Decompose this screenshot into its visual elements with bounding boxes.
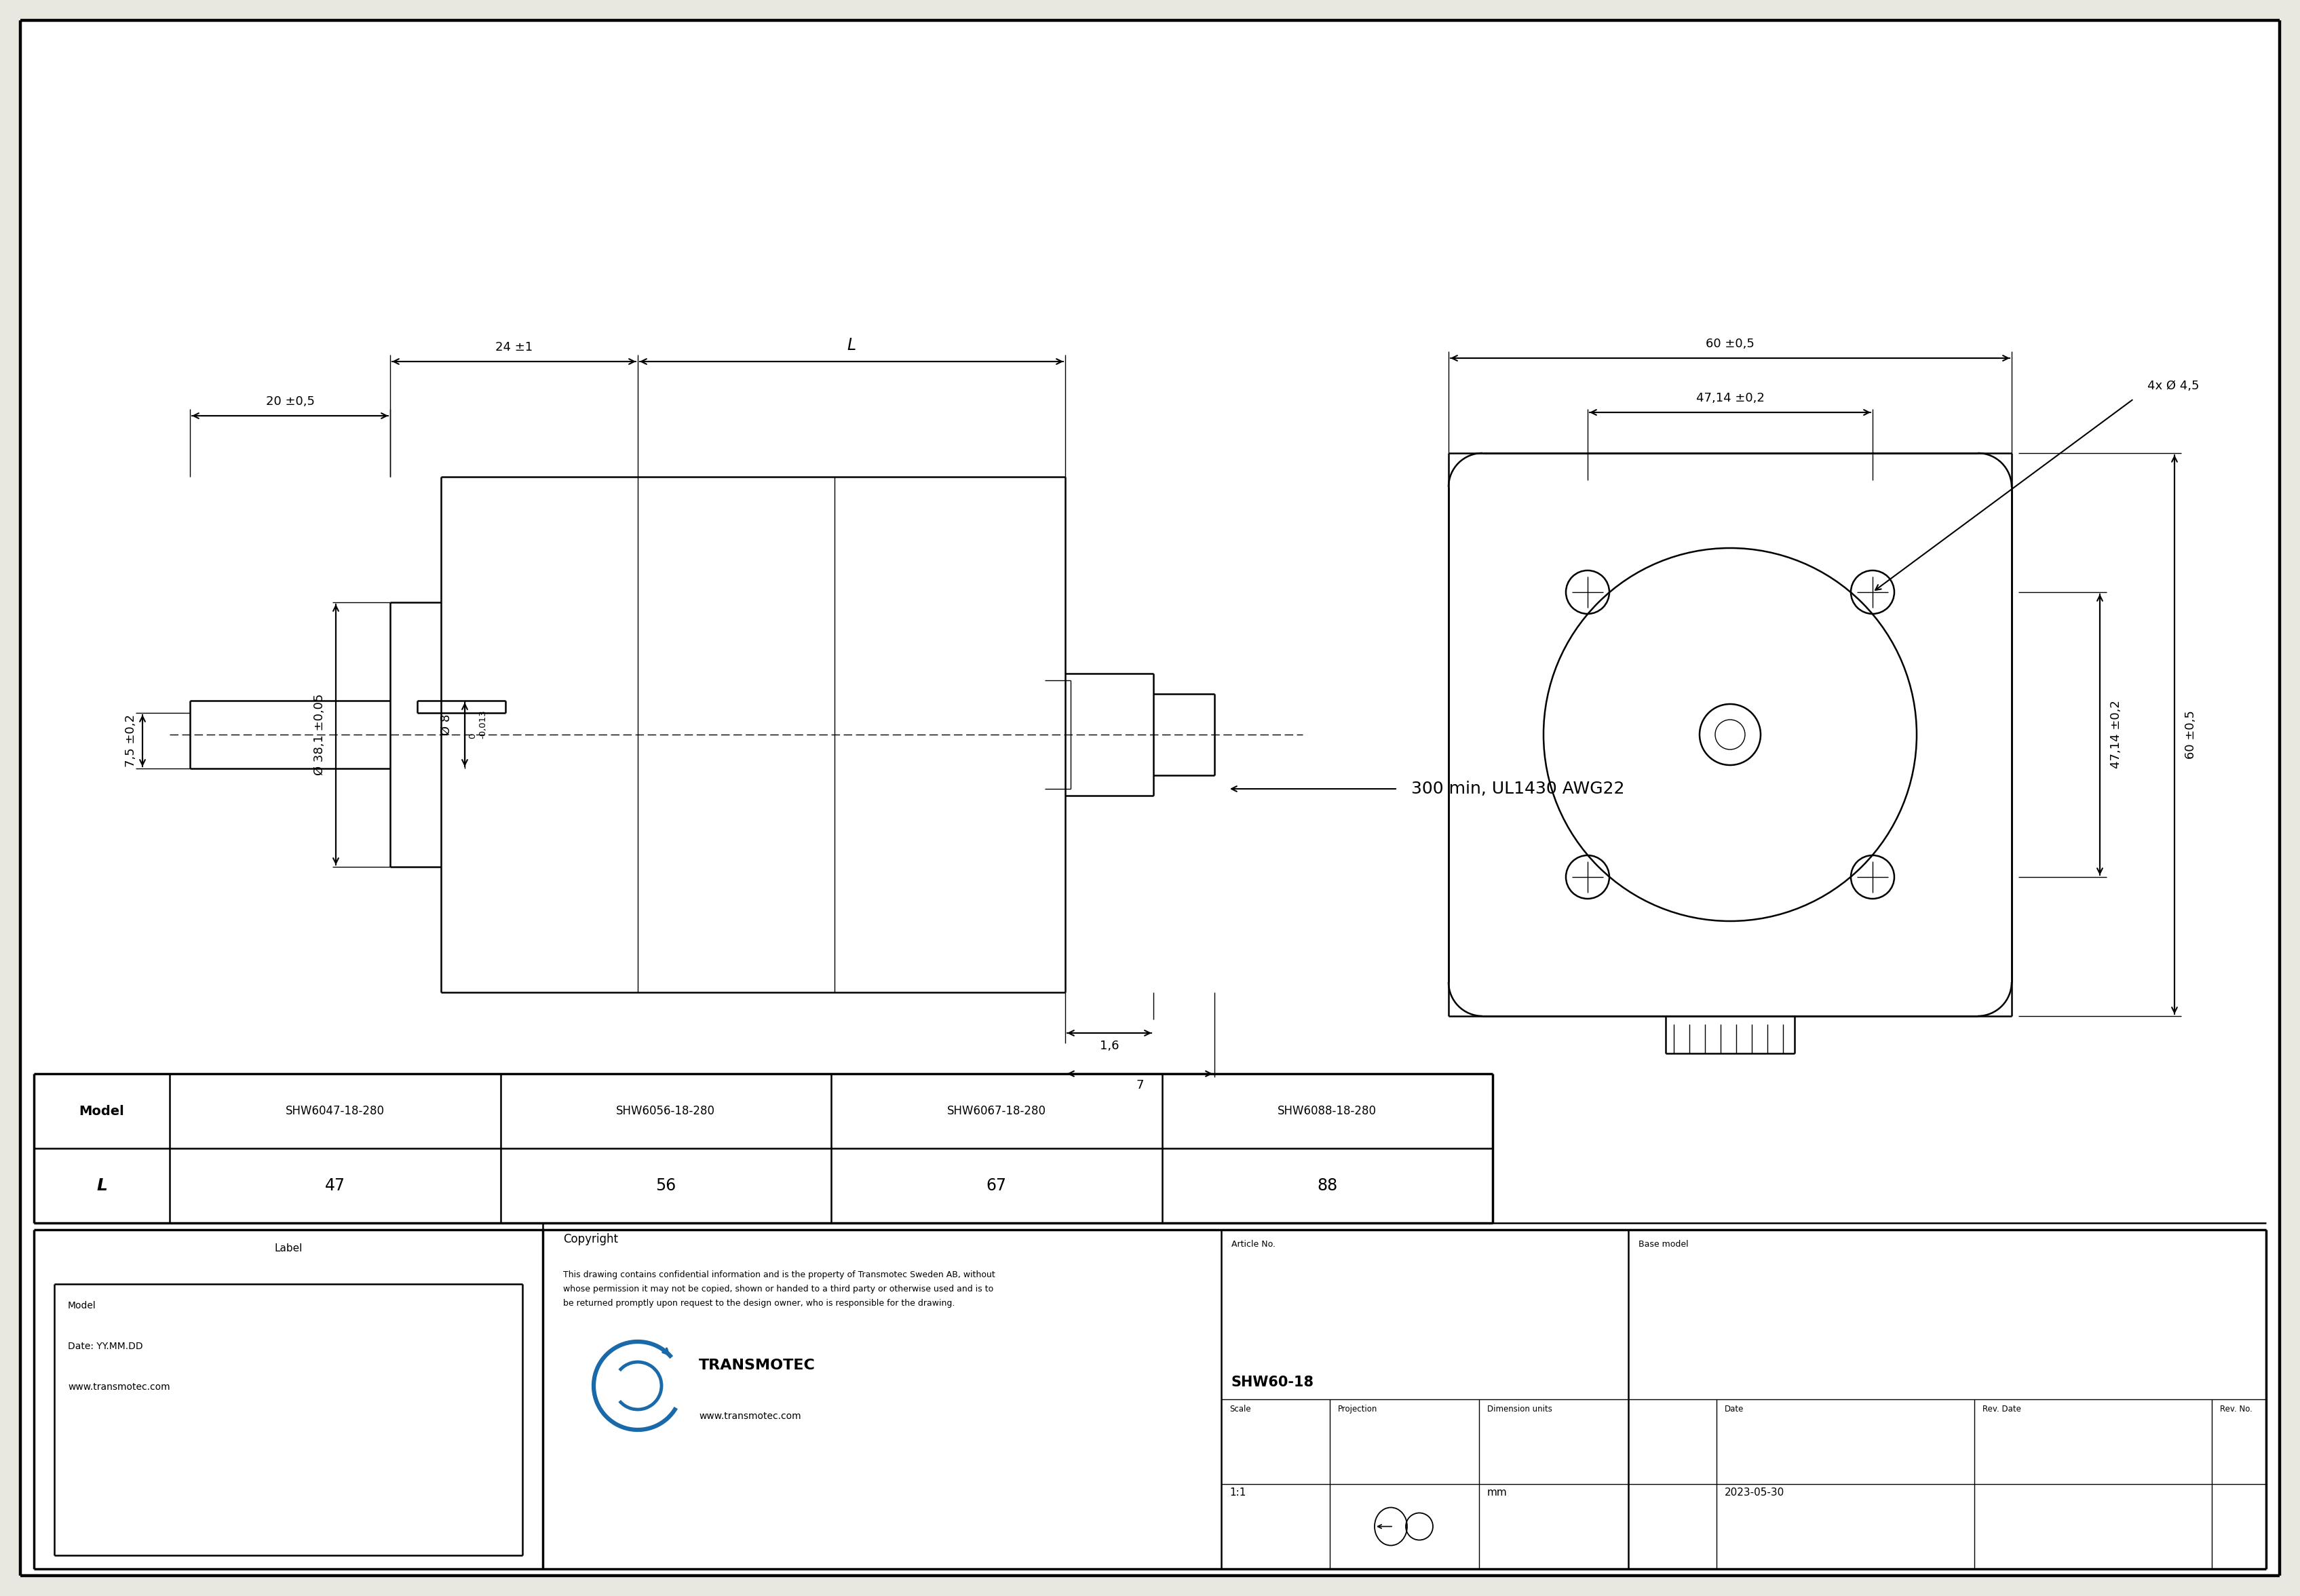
Text: www.transmotec.com: www.transmotec.com <box>67 1382 170 1392</box>
Text: Ø 8: Ø 8 <box>439 713 453 736</box>
Text: Copyright: Copyright <box>564 1234 619 1245</box>
Text: 24 ±1: 24 ±1 <box>495 342 534 353</box>
Text: 4x Ø 4,5: 4x Ø 4,5 <box>2148 380 2199 393</box>
Text: 7: 7 <box>1136 1079 1143 1092</box>
Text: 56: 56 <box>655 1178 676 1194</box>
Text: L: L <box>97 1178 108 1194</box>
Text: This drawing contains confidential information and is the property of Transmotec: This drawing contains confidential infor… <box>564 1270 996 1307</box>
Text: TRANSMOTEC: TRANSMOTEC <box>699 1358 816 1373</box>
Text: 300 min, UL1430 AWG22: 300 min, UL1430 AWG22 <box>1412 780 1624 796</box>
Text: Base model: Base model <box>1638 1240 1688 1248</box>
Text: SHW6067-18-280: SHW6067-18-280 <box>948 1104 1046 1117</box>
Text: 2023-05-30: 2023-05-30 <box>1725 1487 1785 1497</box>
Text: www.transmotec.com: www.transmotec.com <box>699 1411 800 1420</box>
Text: 47,14 ±0,2: 47,14 ±0,2 <box>1695 393 1764 404</box>
Text: Date: YY.MM.DD: Date: YY.MM.DD <box>67 1342 143 1352</box>
Text: 60 ±0,5: 60 ±0,5 <box>1707 338 1755 350</box>
Text: Scale: Scale <box>1230 1404 1251 1414</box>
Text: Model: Model <box>67 1301 97 1310</box>
Text: 60 ±0,5: 60 ±0,5 <box>2185 710 2196 760</box>
Text: SHW60-18: SHW60-18 <box>1230 1376 1313 1389</box>
Text: Rev. No.: Rev. No. <box>2220 1404 2252 1414</box>
Text: Ø 38,1 ±0,05: Ø 38,1 ±0,05 <box>313 694 327 776</box>
Text: Dimension units: Dimension units <box>1488 1404 1552 1414</box>
Text: Label: Label <box>274 1243 301 1253</box>
Text: Rev. Date: Rev. Date <box>1983 1404 2022 1414</box>
Text: L: L <box>846 337 856 353</box>
Text: 1:1: 1:1 <box>1230 1487 1247 1497</box>
Text: 47,14 ±0,2: 47,14 ±0,2 <box>2109 701 2123 769</box>
Text: Article No.: Article No. <box>1230 1240 1276 1248</box>
Text: 67: 67 <box>987 1178 1007 1194</box>
Text: SHW6088-18-280: SHW6088-18-280 <box>1279 1104 1378 1117</box>
Text: 47: 47 <box>324 1178 345 1194</box>
Text: Projection: Projection <box>1339 1404 1378 1414</box>
Text: 1,6: 1,6 <box>1099 1041 1120 1052</box>
Text: 20 ±0,5: 20 ±0,5 <box>264 396 315 407</box>
Text: Model: Model <box>78 1104 124 1117</box>
Text: 7,5 ±0,2: 7,5 ±0,2 <box>124 715 138 768</box>
Text: Date: Date <box>1725 1404 1743 1414</box>
Text: 88: 88 <box>1318 1178 1339 1194</box>
Text: mm: mm <box>1488 1487 1506 1497</box>
Text: SHW6047-18-280: SHW6047-18-280 <box>285 1104 384 1117</box>
Text: SHW6056-18-280: SHW6056-18-280 <box>616 1104 715 1117</box>
Text: 0
-0,013: 0 -0,013 <box>469 710 488 739</box>
